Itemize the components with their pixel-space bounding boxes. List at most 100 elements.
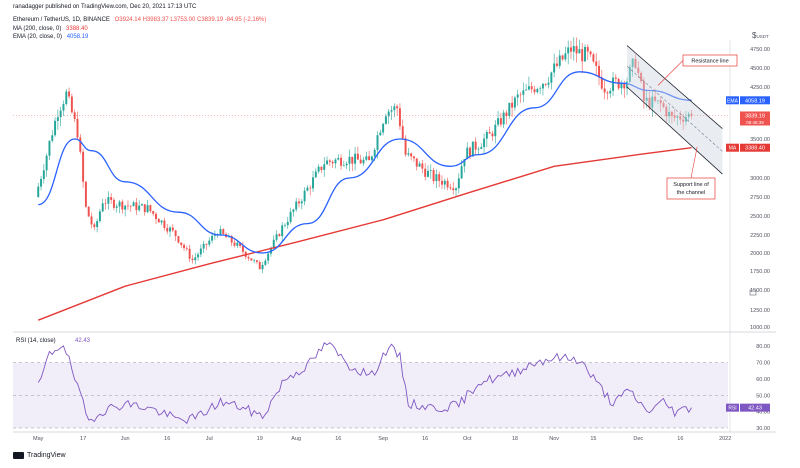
rsi-tick-label: 70.00	[756, 361, 770, 367]
candle-body	[673, 115, 676, 118]
candle-body	[340, 157, 343, 166]
candle-body	[589, 51, 592, 55]
ma-legend: MA (200, close, 0) 3388.40	[13, 26, 91, 32]
candle-body	[480, 147, 483, 149]
candle-body	[306, 187, 309, 191]
support-annotation-label: Support line of	[673, 182, 709, 188]
candle-body	[79, 137, 82, 152]
candle-body	[160, 220, 163, 223]
support-annotation-pointer	[690, 146, 698, 179]
candle-body	[129, 205, 132, 207]
candle-body	[115, 206, 118, 208]
candle-body	[525, 89, 528, 91]
candle-body	[438, 174, 441, 181]
price-tag-label: MA	[729, 146, 737, 152]
ohlc-text: O3924.14 H3983.37 L3753.00 C3839.19 -84.…	[114, 17, 267, 23]
candle-body	[202, 243, 205, 249]
candle-body	[508, 102, 511, 116]
price-value-label: 3388.40	[745, 146, 765, 152]
price-tick-label: 1750.00	[750, 269, 770, 275]
candle-body	[317, 166, 320, 172]
candle-body	[295, 201, 298, 210]
candle-body	[631, 58, 634, 67]
candle-body	[586, 46, 589, 52]
candle-body	[152, 211, 155, 214]
candle-body	[68, 91, 71, 97]
candle-body	[684, 117, 687, 122]
candle-body	[600, 77, 603, 89]
time-tick-label: 18	[512, 436, 518, 442]
candle-body	[191, 258, 194, 261]
ma-legend-label: MA (200, close, 0)	[13, 26, 62, 32]
candle-body	[258, 261, 261, 270]
candles-group	[37, 37, 693, 274]
candle-body	[326, 160, 329, 165]
candle-body	[213, 235, 216, 236]
candle-body	[396, 106, 399, 109]
candle-body	[415, 158, 418, 167]
candle-body	[443, 180, 446, 185]
candle-body	[390, 110, 393, 112]
candle-body	[642, 81, 645, 101]
time-tick-label: Jul	[206, 436, 213, 442]
price-tick-label: 4250.00	[750, 85, 770, 91]
time-tick-label: Aug	[291, 436, 301, 442]
price-value-label: 3839.19	[745, 113, 765, 119]
candle-body	[281, 225, 284, 237]
candle-body	[682, 119, 685, 122]
candle-body	[138, 205, 141, 211]
candle-body	[648, 97, 651, 108]
time-tick-label: Oct	[463, 436, 472, 442]
price-value-box	[740, 96, 770, 105]
candle-body	[51, 135, 54, 141]
resistance-annotation-label: Resistance line	[691, 59, 728, 65]
candle-body	[690, 113, 693, 116]
candle-body	[412, 156, 415, 159]
candle-body	[289, 211, 292, 222]
candle-body	[45, 155, 48, 171]
candle-body	[312, 177, 315, 189]
candle-body	[449, 187, 452, 189]
symbol-line: Ethereum / TetherUS, 1D, BINANCE O3924.1…	[13, 17, 269, 23]
candle-body	[146, 205, 149, 213]
channel-fill	[627, 45, 723, 175]
candle-body	[519, 94, 522, 96]
time-tick-label: 16	[677, 436, 683, 442]
candle-body	[393, 106, 396, 111]
price-tick-label: 3500.00	[750, 137, 770, 143]
candle-body	[578, 49, 581, 54]
candle-body	[572, 46, 575, 52]
price-tick-label: 4500.00	[750, 66, 770, 72]
candle-body	[513, 97, 516, 108]
candle-body	[516, 94, 519, 98]
price-value-box	[740, 143, 770, 152]
candle-body	[230, 235, 233, 243]
time-tick-label: May	[33, 436, 44, 442]
candle-body	[651, 96, 654, 108]
candle-body	[253, 260, 256, 261]
candle-body	[132, 202, 135, 207]
candle-body	[435, 174, 438, 182]
candle-body	[365, 156, 368, 160]
time-tick-label: 16	[164, 436, 170, 442]
candle-body	[477, 148, 480, 150]
candle-body	[485, 132, 488, 139]
candle-body	[331, 161, 334, 164]
candle-body	[497, 118, 500, 125]
candle-body	[640, 72, 643, 82]
currency-icon: $USDT	[752, 31, 769, 40]
ma200-line	[37, 147, 692, 321]
rsi-tag-label: RSI	[728, 406, 736, 412]
candle-body	[180, 242, 183, 245]
candle-body	[334, 159, 337, 164]
ema-legend-value: 4058.19	[66, 34, 89, 40]
candle-body	[460, 166, 463, 179]
candle-body	[488, 132, 491, 134]
ema-legend-label: EMA (20, close, 0)	[13, 34, 63, 40]
candle-body	[199, 248, 202, 255]
candle-body	[379, 132, 382, 136]
candle-body	[457, 178, 460, 189]
rsi-tag-box	[726, 403, 739, 412]
candle-body	[87, 206, 90, 217]
